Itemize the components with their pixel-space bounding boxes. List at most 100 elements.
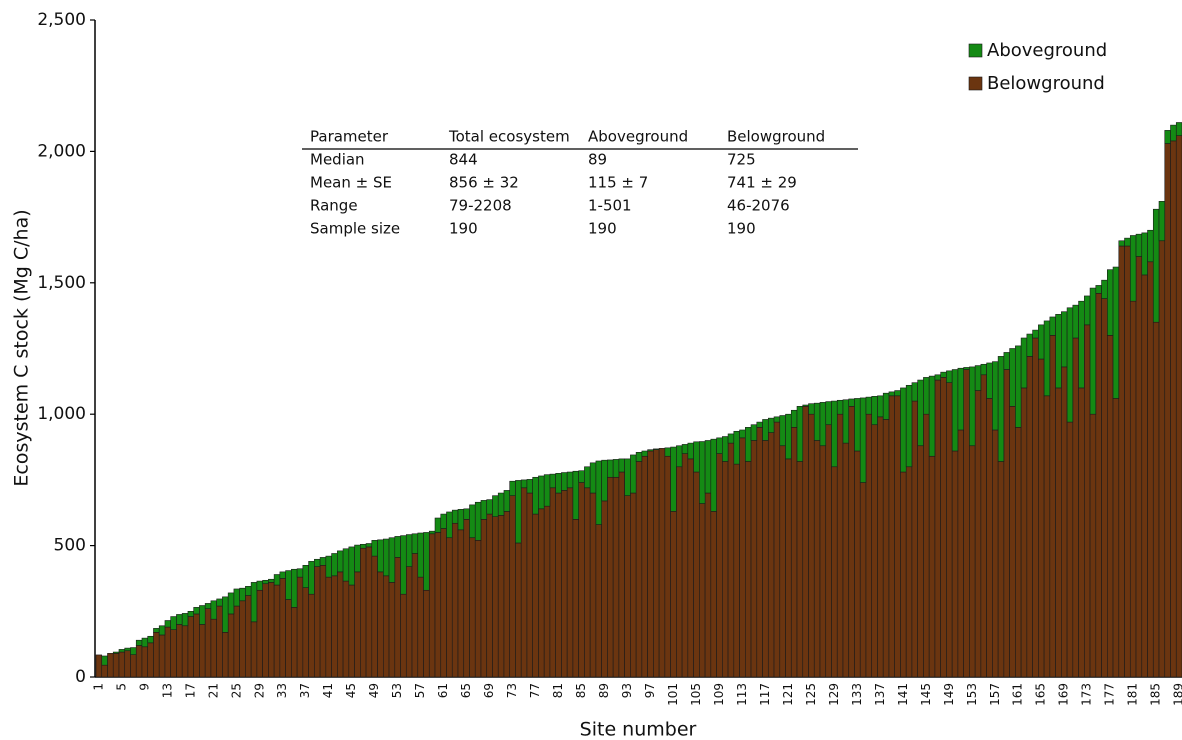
bar-segment xyxy=(319,565,327,678)
bar-segment xyxy=(750,440,758,678)
bar-segment xyxy=(785,458,792,678)
bar-segment xyxy=(865,396,873,415)
bar-segment xyxy=(773,416,781,423)
bar-segment xyxy=(630,492,637,678)
x-tick-label: 29 xyxy=(252,683,266,698)
bar-segment xyxy=(187,616,194,678)
x-tick-label: 129 xyxy=(827,683,841,706)
bar-segment xyxy=(135,639,143,646)
bar-segment xyxy=(716,437,723,454)
bar-segment xyxy=(756,427,763,678)
bar-segment xyxy=(492,495,499,517)
bar-segment xyxy=(153,632,160,678)
bar-segment xyxy=(756,421,763,428)
bar-segment xyxy=(888,395,895,678)
bar-segment xyxy=(986,398,993,678)
bar-segment xyxy=(630,454,637,494)
bar-segment xyxy=(722,461,729,678)
bar-segment xyxy=(1101,279,1108,299)
bar-segment xyxy=(480,519,488,678)
bar-segment xyxy=(95,654,103,678)
bar-segment xyxy=(1089,413,1097,678)
bar-segment xyxy=(405,534,413,567)
bar-segment xyxy=(986,362,993,399)
bar-segment xyxy=(1055,314,1062,389)
bar-segment xyxy=(1101,298,1108,678)
bar-segment xyxy=(319,557,327,566)
y-tick-label: 1,500 xyxy=(37,273,86,293)
bar-segment xyxy=(538,508,545,678)
bar-segment xyxy=(687,442,694,460)
bar-segment xyxy=(423,589,430,678)
bar-segment xyxy=(704,440,712,494)
bar-segment xyxy=(480,500,488,520)
bar-segment xyxy=(308,593,315,678)
bar-segment xyxy=(997,356,1005,462)
bar-segment xyxy=(314,566,321,678)
bar-segment xyxy=(273,584,281,678)
bar-segment xyxy=(854,450,861,678)
x-tick-label: 37 xyxy=(298,683,312,698)
bar-segment xyxy=(1135,233,1143,257)
bar-segment xyxy=(1112,398,1120,678)
x-tick-label: 105 xyxy=(689,683,703,706)
bar-segment xyxy=(704,492,712,678)
bar-segment xyxy=(923,413,930,678)
bar-segment xyxy=(112,653,120,678)
bar-segment xyxy=(1107,269,1114,336)
table-cell: 741 ± 29 xyxy=(727,174,797,192)
bar-segment xyxy=(1118,245,1125,678)
x-tick-label: 65 xyxy=(459,683,473,698)
bar-segment xyxy=(561,472,568,491)
bar-segment xyxy=(411,553,419,678)
bar-segment xyxy=(699,441,706,504)
table-cell: 844 xyxy=(449,151,478,169)
bar-segment xyxy=(383,538,390,577)
table-cell: Sample size xyxy=(310,220,400,238)
bar-segment xyxy=(532,513,539,678)
bar-segment xyxy=(342,548,350,582)
bar-segment xyxy=(1175,135,1182,678)
bar-segment xyxy=(377,571,384,678)
bar-segment xyxy=(1003,369,1010,678)
bar-segment xyxy=(434,532,442,678)
bar-segment xyxy=(1049,335,1056,678)
bar-segment xyxy=(405,566,413,678)
bar-segment xyxy=(1015,427,1022,678)
bar-segment xyxy=(980,363,987,376)
bar-segment xyxy=(469,504,476,539)
bar-segment xyxy=(871,424,878,678)
bar-segment xyxy=(394,536,401,558)
x-tick-label: 85 xyxy=(574,683,588,698)
bar-segment xyxy=(900,471,907,678)
bar-segment xyxy=(957,429,964,678)
y-tick-label: 2,500 xyxy=(37,10,86,30)
bar-segment xyxy=(262,579,269,585)
bar-segment xyxy=(641,455,648,678)
bar-segment xyxy=(1084,295,1091,326)
bar-segment xyxy=(584,466,591,489)
x-tick-label: 181 xyxy=(1126,683,1140,706)
x-tick-label: 93 xyxy=(620,683,634,698)
bar-segment xyxy=(486,513,493,678)
bar-segment xyxy=(515,542,522,678)
x-tick-label: 157 xyxy=(988,683,1002,706)
bar-segment xyxy=(216,605,223,678)
bar-segment xyxy=(463,508,470,520)
bar-segment xyxy=(773,421,781,678)
bar-segment xyxy=(601,500,608,678)
table-cell: 190 xyxy=(588,220,617,238)
bar-segment xyxy=(233,588,240,607)
bar-segment xyxy=(497,492,505,516)
bar-segment xyxy=(767,417,775,433)
bar-segment xyxy=(360,543,367,549)
bar-segment xyxy=(325,555,332,578)
bar-segment xyxy=(130,654,137,678)
bar-segment xyxy=(118,651,126,678)
table-cell: 725 xyxy=(727,151,756,169)
bar-segment xyxy=(1152,208,1160,323)
table-cell: 115 ± 7 xyxy=(588,174,648,192)
table-cell: 1-501 xyxy=(588,197,632,215)
bar-segment xyxy=(1020,387,1028,678)
bar-segment xyxy=(928,455,936,678)
